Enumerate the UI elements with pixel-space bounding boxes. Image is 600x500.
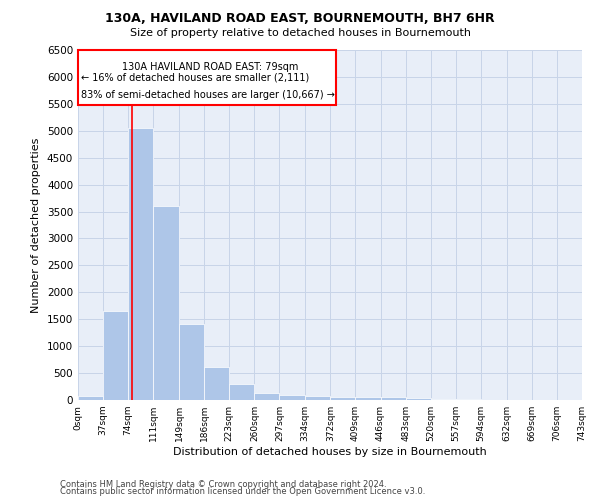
Bar [229,384,254,400]
Text: ← 16% of detached houses are smaller (2,111): ← 16% of detached houses are smaller (2,… [82,72,310,83]
Bar [305,396,331,400]
Text: Size of property relative to detached houses in Bournemouth: Size of property relative to detached ho… [130,28,470,38]
Bar [331,397,355,400]
Text: 130A HAVILAND ROAD EAST: 79sqm: 130A HAVILAND ROAD EAST: 79sqm [122,62,298,72]
Bar [78,396,103,400]
Bar [254,393,280,400]
Bar [204,366,229,400]
Bar [78,50,336,105]
Bar [280,394,305,400]
Bar [380,398,406,400]
Bar [179,324,204,400]
Bar [406,398,431,400]
Text: Contains public sector information licensed under the Open Government Licence v3: Contains public sector information licen… [60,488,425,496]
Bar [128,128,153,400]
Bar [103,311,128,400]
Bar [355,398,380,400]
Text: 130A, HAVILAND ROAD EAST, BOURNEMOUTH, BH7 6HR: 130A, HAVILAND ROAD EAST, BOURNEMOUTH, B… [105,12,495,26]
Y-axis label: Number of detached properties: Number of detached properties [31,138,41,312]
Bar [153,206,179,400]
Bar [431,399,456,400]
Text: Contains HM Land Registry data © Crown copyright and database right 2024.: Contains HM Land Registry data © Crown c… [60,480,386,489]
Text: 83% of semi-detached houses are larger (10,667) →: 83% of semi-detached houses are larger (… [82,90,335,100]
X-axis label: Distribution of detached houses by size in Bournemouth: Distribution of detached houses by size … [173,447,487,457]
